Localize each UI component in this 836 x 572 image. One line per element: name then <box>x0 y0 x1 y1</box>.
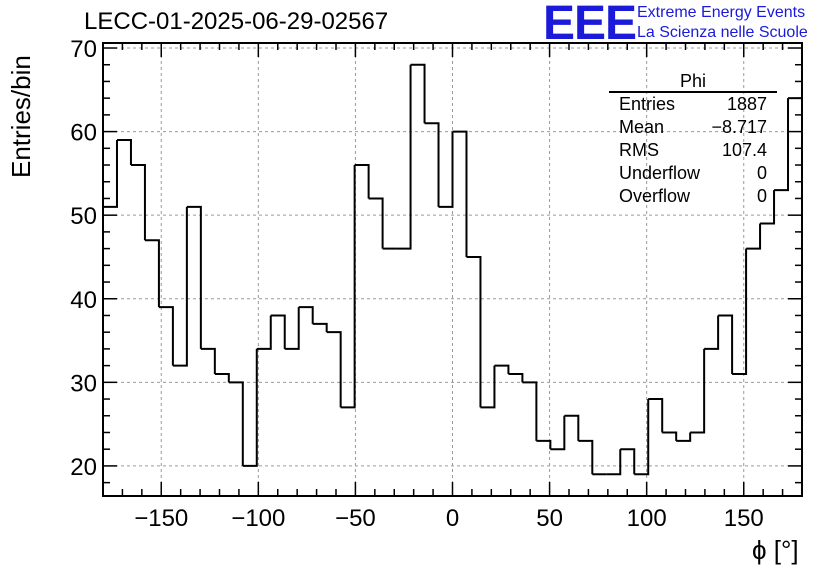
histogram-bin <box>130 164 146 241</box>
histogram-bin <box>676 432 692 442</box>
histogram-bin <box>214 372 230 383</box>
logo-caption: Extreme Energy Events La Scienza nelle S… <box>637 3 808 43</box>
stats-row-rms: RMS 107.4 <box>609 139 777 162</box>
x-tick-label: −150 <box>134 505 188 532</box>
x-tick-label: 50 <box>536 505 563 532</box>
histogram-bin <box>340 165 356 409</box>
stats-title: Phi <box>609 71 777 93</box>
histogram-bin <box>564 414 580 441</box>
histogram-bin <box>256 315 272 350</box>
stats-box: Phi Entries 1887 Mean −8.717 RMS 107.4 U… <box>609 71 777 208</box>
stats-label: Mean <box>619 117 665 137</box>
eee-logo: EEE <box>543 0 637 50</box>
stats-value: −8.717 <box>711 117 767 137</box>
histogram-bin <box>158 306 174 366</box>
histogram-bin <box>606 449 622 476</box>
histogram-bin <box>326 331 342 408</box>
histogram-bin <box>690 348 706 434</box>
histogram-bin <box>396 64 412 250</box>
logo-line-1: Extreme Energy Events <box>637 4 806 21</box>
histogram-bin <box>536 439 552 450</box>
histogram-bin <box>228 381 244 466</box>
histogram-bin <box>424 122 440 207</box>
y-tick-label: 30 <box>70 370 97 397</box>
x-tick-label: 0 <box>446 505 459 532</box>
histogram-bin <box>732 248 748 375</box>
histogram-bin <box>620 448 636 475</box>
stats-row-entries: Entries 1887 <box>609 93 777 116</box>
histogram-bin <box>480 365 496 409</box>
logo-line-2: La Scienza nelle Scuole <box>637 24 808 41</box>
stats-row-overflow: Overflow 0 <box>609 185 777 208</box>
histogram-bin <box>774 98 790 192</box>
y-tick-label: 40 <box>70 287 97 314</box>
histogram-bin <box>270 314 286 349</box>
histogram-bin <box>578 439 594 475</box>
x-tick-label: 100 <box>627 505 667 532</box>
histogram-bin <box>368 197 384 249</box>
histogram-bin <box>704 315 720 350</box>
histogram-bin <box>662 431 678 441</box>
histogram-bin <box>312 322 328 333</box>
histogram-bin <box>648 398 664 433</box>
histogram-bin <box>718 314 734 374</box>
histogram-bin <box>508 372 524 383</box>
stats-row-underflow: Underflow 0 <box>609 162 777 185</box>
histogram-bin <box>354 164 370 199</box>
stats-row-mean: Mean −8.717 <box>609 116 777 139</box>
histogram-bin <box>522 381 538 441</box>
stats-label: Underflow <box>619 163 701 183</box>
x-tick-label: −100 <box>231 505 285 532</box>
chart-title: LECC-01-2025-06-29-02567 <box>84 8 389 35</box>
histogram-bin <box>550 415 566 451</box>
histogram-bin <box>144 239 160 308</box>
y-tick-label: 60 <box>70 120 97 147</box>
histogram-bin <box>746 223 762 250</box>
stats-value: 1887 <box>726 94 767 114</box>
histogram-bin <box>452 130 468 257</box>
stats-value: 107.4 <box>721 140 767 160</box>
histogram-bin <box>410 63 426 124</box>
histogram-bin <box>494 364 510 374</box>
histogram-bin <box>242 348 258 467</box>
x-tick-label: 150 <box>724 505 764 532</box>
stats-value: 0 <box>756 163 767 183</box>
histogram-bin <box>116 138 132 166</box>
histogram-bin <box>200 347 216 374</box>
x-axis-label: ϕ [°] <box>752 535 799 565</box>
stats-label: Entries <box>619 94 676 114</box>
stats-label: Overflow <box>619 186 691 206</box>
y-tick-label: 20 <box>70 454 97 481</box>
stats-value: 0 <box>756 186 767 206</box>
histogram-bin <box>103 139 118 208</box>
y-tick-label: 70 <box>70 36 97 63</box>
histogram-bin <box>634 399 650 476</box>
histogram-bin <box>186 205 202 349</box>
histogram-bin <box>284 307 300 350</box>
y-tick-label: 50 <box>70 203 97 230</box>
histogram-bin <box>466 255 482 408</box>
histogram-bin <box>298 306 314 324</box>
y-axis-label: Entries/bin <box>6 55 36 178</box>
histogram-bin <box>760 190 776 225</box>
stats-label: RMS <box>619 140 659 160</box>
histogram-bin <box>438 131 454 208</box>
histogram-bin <box>172 206 188 367</box>
x-tick-label: −50 <box>335 505 376 532</box>
